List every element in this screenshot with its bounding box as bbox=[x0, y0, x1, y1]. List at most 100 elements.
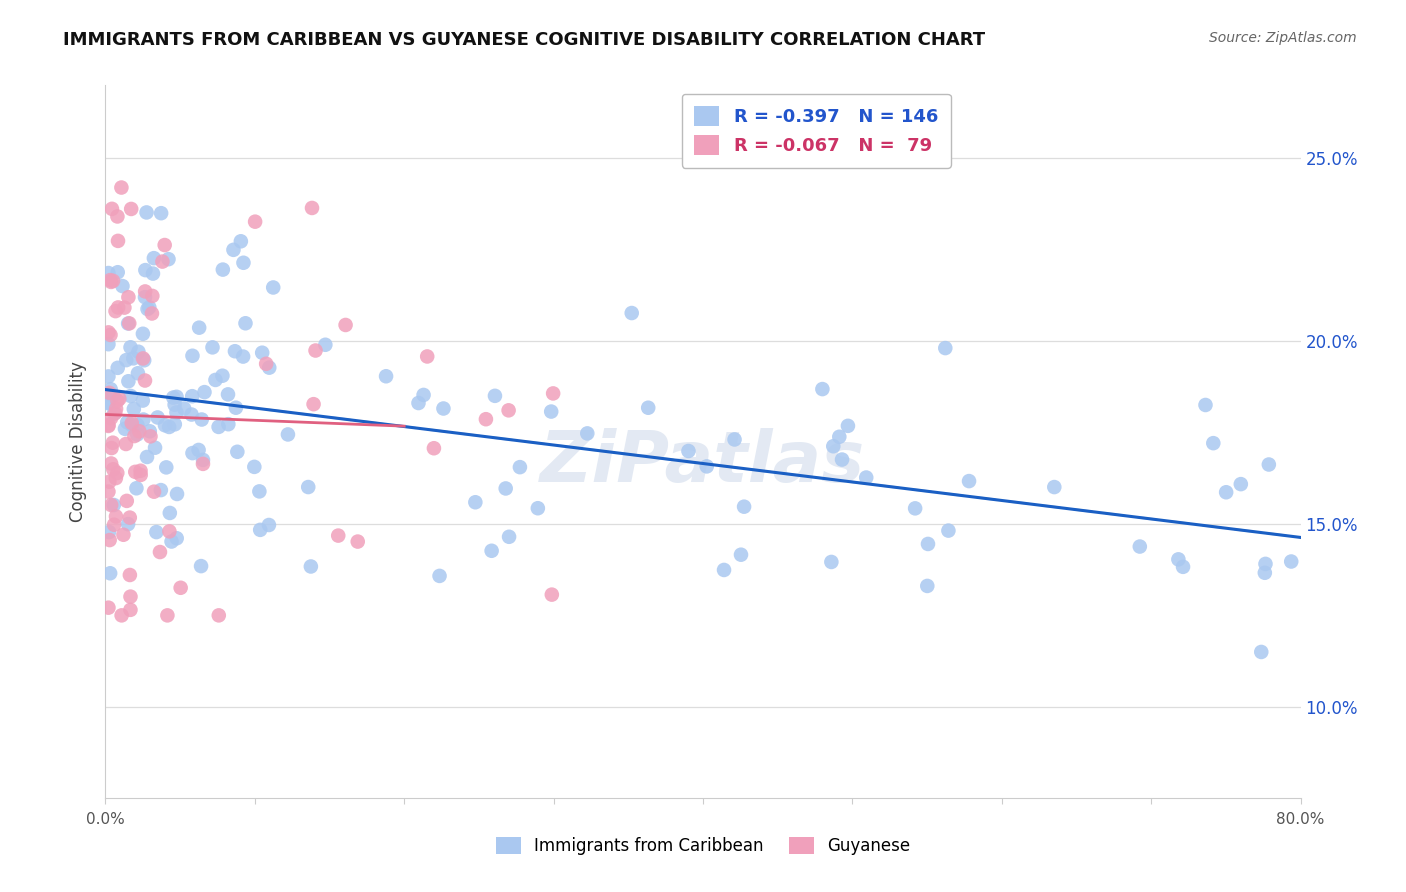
Point bbox=[115, 353, 138, 368]
Point bbox=[104, 471, 127, 485]
Point bbox=[509, 460, 531, 475]
Point bbox=[1254, 557, 1277, 571]
Point bbox=[110, 180, 132, 194]
Point bbox=[118, 510, 141, 524]
Point bbox=[97, 419, 120, 434]
Point bbox=[217, 417, 239, 432]
Point bbox=[150, 206, 173, 220]
Point bbox=[120, 603, 142, 617]
Point bbox=[259, 360, 281, 375]
Point bbox=[173, 401, 195, 416]
Point bbox=[97, 396, 120, 410]
Point bbox=[134, 290, 156, 304]
Point bbox=[143, 441, 166, 455]
Point bbox=[97, 484, 120, 499]
Point bbox=[204, 373, 226, 387]
Point bbox=[132, 393, 155, 408]
Point bbox=[302, 397, 325, 411]
Point bbox=[576, 426, 599, 441]
Point bbox=[107, 234, 129, 248]
Point bbox=[620, 306, 643, 320]
Point bbox=[115, 415, 138, 429]
Point bbox=[247, 484, 270, 499]
Point bbox=[127, 344, 149, 359]
Point bbox=[328, 528, 350, 542]
Point bbox=[208, 608, 231, 623]
Point bbox=[121, 416, 143, 430]
Point bbox=[222, 243, 245, 257]
Point bbox=[257, 518, 280, 533]
Point bbox=[225, 401, 247, 415]
Point bbox=[828, 430, 851, 444]
Point bbox=[120, 202, 142, 216]
Point bbox=[495, 482, 517, 496]
Point bbox=[127, 427, 149, 442]
Point bbox=[138, 301, 160, 315]
Point bbox=[730, 548, 752, 562]
Point bbox=[117, 290, 139, 304]
Point bbox=[678, 444, 700, 458]
Point bbox=[217, 387, 239, 401]
Point bbox=[117, 317, 139, 331]
Point bbox=[1215, 485, 1237, 500]
Point bbox=[232, 350, 254, 364]
Point bbox=[541, 386, 564, 401]
Point bbox=[132, 351, 155, 366]
Point bbox=[1129, 540, 1152, 554]
Point bbox=[134, 285, 156, 299]
Point bbox=[97, 337, 120, 351]
Point bbox=[224, 344, 246, 359]
Point bbox=[115, 437, 138, 451]
Point bbox=[129, 467, 152, 482]
Point bbox=[98, 524, 121, 539]
Point bbox=[135, 205, 157, 219]
Point bbox=[831, 452, 853, 467]
Point bbox=[484, 389, 506, 403]
Point bbox=[723, 433, 745, 447]
Point bbox=[141, 289, 163, 303]
Point bbox=[124, 465, 146, 479]
Point bbox=[243, 215, 266, 229]
Point bbox=[232, 256, 254, 270]
Point bbox=[127, 366, 149, 380]
Point bbox=[181, 349, 204, 363]
Point bbox=[169, 581, 191, 595]
Point bbox=[128, 424, 150, 438]
Point bbox=[101, 202, 124, 216]
Point bbox=[104, 509, 127, 524]
Point bbox=[855, 470, 877, 484]
Point bbox=[408, 396, 430, 410]
Point bbox=[97, 369, 120, 384]
Text: Source: ZipAtlas.com: Source: ZipAtlas.com bbox=[1209, 31, 1357, 45]
Point bbox=[118, 317, 141, 331]
Point bbox=[299, 559, 322, 574]
Point bbox=[540, 404, 562, 418]
Point bbox=[100, 382, 122, 396]
Point bbox=[934, 341, 956, 355]
Point bbox=[136, 301, 159, 316]
Point bbox=[118, 568, 141, 582]
Point bbox=[101, 435, 124, 450]
Point bbox=[429, 569, 451, 583]
Point bbox=[157, 420, 180, 434]
Point bbox=[105, 401, 128, 416]
Point bbox=[1202, 436, 1225, 450]
Point bbox=[98, 566, 121, 581]
Point bbox=[103, 407, 125, 421]
Point bbox=[637, 401, 659, 415]
Point bbox=[153, 238, 176, 252]
Point bbox=[136, 450, 159, 464]
Point bbox=[101, 274, 124, 288]
Point bbox=[335, 318, 357, 332]
Point bbox=[235, 316, 257, 330]
Point bbox=[1194, 398, 1216, 412]
Point bbox=[190, 412, 212, 426]
Point bbox=[100, 327, 122, 342]
Point bbox=[191, 457, 214, 471]
Point bbox=[107, 301, 129, 315]
Point bbox=[733, 500, 755, 514]
Point bbox=[211, 368, 233, 383]
Point bbox=[917, 579, 939, 593]
Point bbox=[190, 559, 212, 574]
Point bbox=[103, 517, 125, 532]
